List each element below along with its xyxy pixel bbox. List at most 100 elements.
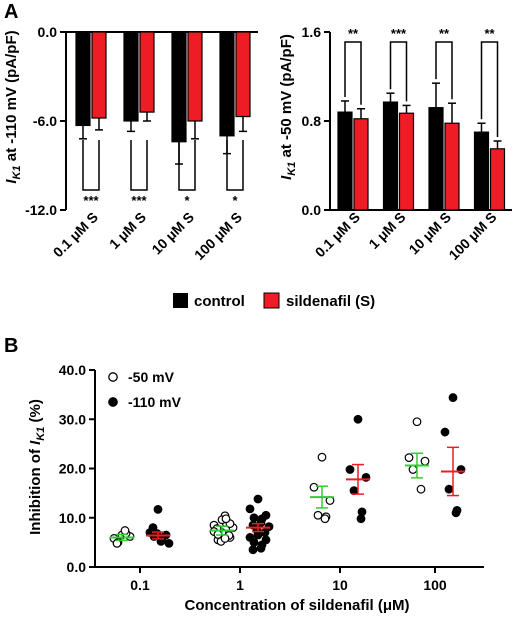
legend-label-sildenafil: sildenafil (S) <box>286 293 375 310</box>
data-point <box>245 504 255 514</box>
data-point <box>317 452 327 462</box>
y-tick-label: 10.0 <box>59 510 86 526</box>
category-label: 0.1 μM S <box>50 209 101 260</box>
legend-swatch-sildenafil <box>263 292 280 309</box>
bar <box>219 31 235 137</box>
significance-label: *** <box>83 193 99 208</box>
data-point <box>256 518 266 528</box>
data-point <box>353 414 363 424</box>
bar <box>139 31 155 113</box>
data-point <box>412 417 422 427</box>
data-point <box>349 486 359 496</box>
significance-label: * <box>184 193 190 208</box>
data-point <box>220 534 230 543</box>
data-point <box>221 514 231 524</box>
panel-label-b: B <box>4 335 18 357</box>
x-tick-label: 0.1 <box>130 577 150 593</box>
y-tick-label: -6.0 <box>33 113 57 129</box>
significance-bracket <box>178 140 196 191</box>
chart-b-inhibition: Inhibition of IK1 (%) Concentration of s… <box>27 362 484 614</box>
bar <box>428 107 444 211</box>
data-point <box>356 514 366 524</box>
y-tick-label: 0.0 <box>302 202 322 218</box>
significance-label: * <box>232 193 238 208</box>
y-tick-label: 0.0 <box>67 559 87 575</box>
data-point <box>164 538 174 548</box>
bar <box>398 112 415 211</box>
significance-label: *** <box>391 26 407 41</box>
data-point <box>248 545 258 555</box>
bar <box>123 31 139 122</box>
category-label: 10 μM S <box>148 209 197 258</box>
significance-bracket <box>344 41 362 105</box>
y-tick-label: 30.0 <box>59 411 86 427</box>
data-point <box>420 456 430 466</box>
data-point <box>253 494 263 504</box>
category-label: 1 μM S <box>106 209 149 252</box>
y-tick-label: 40.0 <box>59 362 86 378</box>
data-point <box>313 510 323 520</box>
bar <box>337 111 353 211</box>
b-x-label: Concentration of sildenafil (μM) <box>184 597 409 614</box>
legend-swatch-control <box>173 293 188 308</box>
significance-bracket <box>130 140 148 191</box>
significance-label: *** <box>131 193 147 208</box>
legend-marker-110mv <box>108 397 118 407</box>
bar <box>382 101 399 211</box>
category-label: 100 μM S <box>445 209 499 263</box>
legend-label-control: control <box>194 293 245 310</box>
legend: control sildenafil (S) <box>173 292 375 310</box>
y-tick-label: 0.0 <box>38 24 58 40</box>
significance-bracket <box>82 140 100 191</box>
category-label: 1 μM S <box>365 209 408 252</box>
data-point <box>249 537 259 547</box>
panel-label-a: A <box>4 1 18 23</box>
legend-label-110mv: -110 mV <box>128 394 182 410</box>
significance-bracket <box>480 41 499 138</box>
y-tick-label: -12.0 <box>25 202 57 218</box>
significance-label: ** <box>439 26 450 41</box>
chart-a-right-50mv: IK1 at -50 mV (pA/pF) 1.60.80.0**0.1 μM … <box>278 24 512 263</box>
bar <box>187 31 203 122</box>
significance-bracket <box>435 41 453 100</box>
a-right-y-label: IK1 at -50 mV (pA/pF) <box>278 34 298 180</box>
data-point <box>249 513 259 523</box>
data-point <box>345 465 355 474</box>
data-point <box>448 393 458 402</box>
significance-label: ** <box>484 26 495 41</box>
bar <box>353 118 369 211</box>
category-label: 100 μM S <box>191 209 245 263</box>
legend-label-50mv: -50 mV <box>128 369 175 385</box>
x-tick-label: 1 <box>236 577 244 593</box>
significance-bracket <box>226 140 244 191</box>
bar <box>473 131 490 211</box>
significance-bracket <box>389 41 408 102</box>
data-point <box>309 482 319 492</box>
significance-label: ** <box>348 26 359 41</box>
bar <box>235 31 251 118</box>
data-point <box>451 508 461 518</box>
bar <box>171 31 187 143</box>
y-tick-label: 1.6 <box>302 24 322 40</box>
bar <box>91 31 107 119</box>
data-point <box>408 465 418 474</box>
data-point <box>320 514 330 524</box>
data-point <box>120 526 130 535</box>
y-tick-label: 20.0 <box>59 461 86 477</box>
data-point <box>444 484 454 494</box>
data-point <box>153 504 163 514</box>
bar <box>489 148 506 211</box>
x-tick-label: 100 <box>423 577 447 593</box>
data-point <box>253 530 263 540</box>
y-tick-label: 0.8 <box>302 113 322 129</box>
data-point <box>112 538 122 548</box>
data-point <box>256 543 266 553</box>
x-tick-label: 10 <box>332 577 348 593</box>
data-point <box>404 453 414 463</box>
chart-a-left-110mv: IK1 at -110 mV (pA/pF) 0.0-6.0-12.0***0.… <box>3 24 258 263</box>
b-y-label: Inhibition of IK1 (%) <box>27 399 47 535</box>
bar <box>444 122 460 211</box>
legend-marker-50mv <box>108 372 118 382</box>
a-left-y-label: IK1 at -110 mV (pA/pF) <box>3 30 23 183</box>
